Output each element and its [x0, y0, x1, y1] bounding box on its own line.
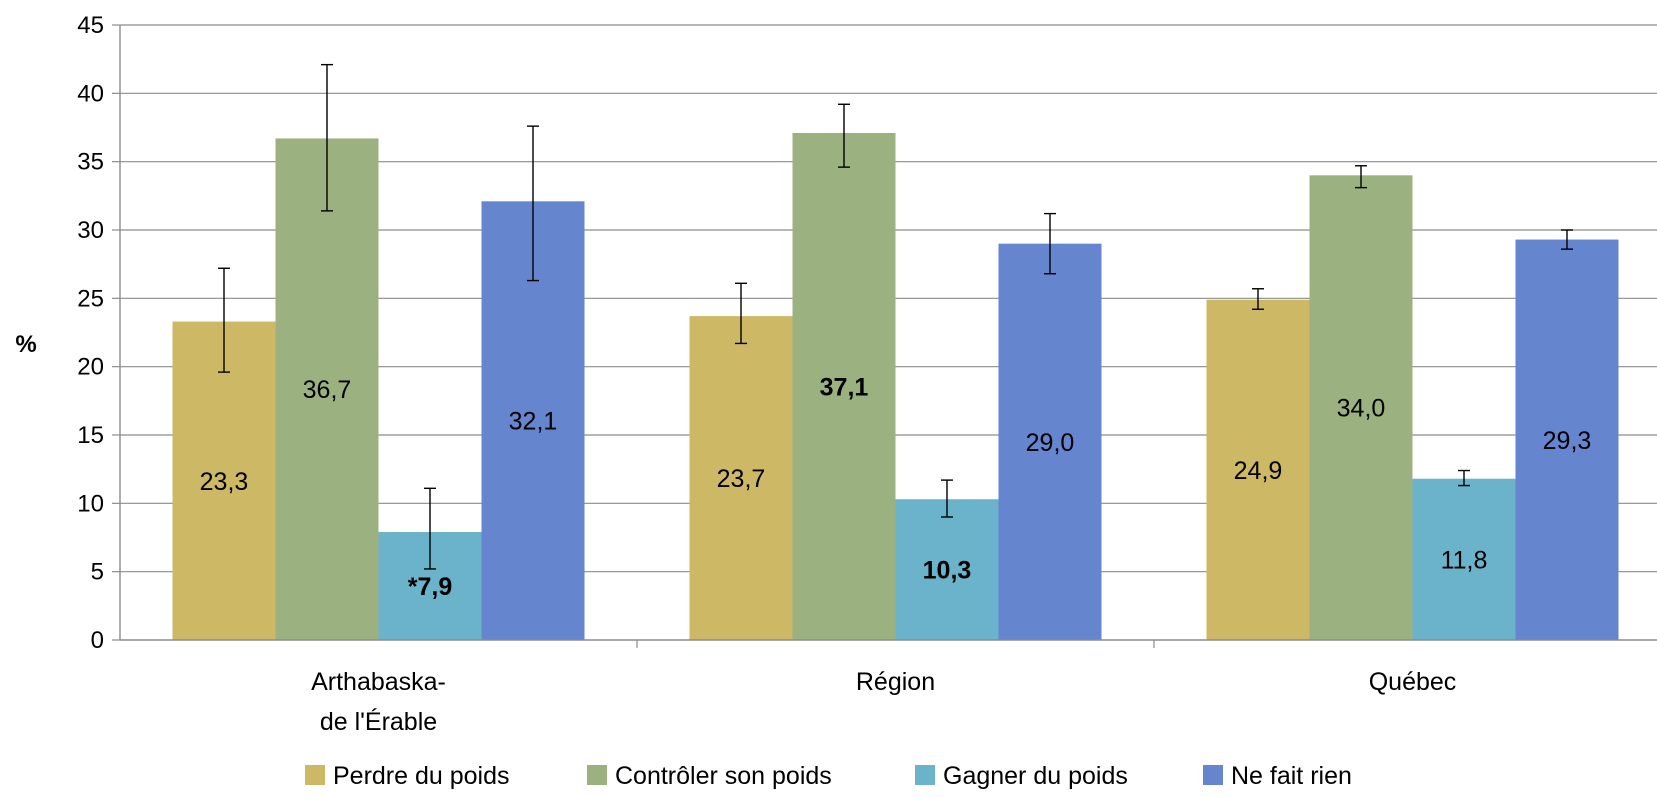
data-label: 34,0: [1337, 395, 1386, 423]
data-label: 32,1: [509, 408, 558, 436]
y-tick-label: 30: [77, 217, 104, 244]
bar: [1206, 299, 1310, 640]
data-label: 23,7: [717, 465, 766, 493]
bar: [275, 138, 379, 640]
bars: [172, 132, 1619, 641]
y-tick-label: 25: [77, 285, 104, 312]
legend: Perdre du poids Contrôler son poids Gagner…: [305, 762, 1352, 790]
data-label: 36,7: [303, 376, 352, 404]
y-tick-label: 45: [77, 12, 104, 39]
bar: [1309, 175, 1413, 641]
bar: [1412, 478, 1516, 640]
legend-swatch: [1203, 765, 1223, 785]
data-label: 11,8: [1441, 546, 1488, 574]
data-label: *7,9: [408, 573, 452, 601]
legend-swatch: [305, 765, 325, 785]
y-tick-label: 0: [91, 627, 104, 654]
y-tick-label: 20: [77, 354, 104, 381]
data-labels: 23,3 23,7 24,9 36,7 37,1 34,0 *7,9 10,3 11,8 32,1…: [200, 373, 1592, 601]
data-label: 37,1: [820, 373, 869, 401]
legend-swatch: [587, 765, 607, 785]
data-label: 29,0: [1026, 429, 1075, 457]
bar: [689, 316, 793, 640]
bar: [998, 243, 1102, 640]
data-label: 23,3: [200, 468, 249, 496]
legend-label: Perdre du poids: [333, 762, 510, 790]
axes: 0 5 10 15 20 25 30 35 40 45 Arthabaska-de l'Érable…: [77, 12, 1657, 736]
category-label: Région: [856, 668, 935, 696]
bar: [1515, 239, 1619, 641]
category-label: Québec: [1369, 668, 1457, 696]
y-tick-label: 10: [77, 490, 104, 517]
y-tick-label: 15: [77, 422, 104, 449]
category-label: de l'Érable: [320, 707, 437, 736]
y-tick-label: 40: [77, 80, 104, 107]
bar: [792, 132, 896, 640]
legend-label: Ne fait rien: [1231, 762, 1352, 790]
legend-label: Contrôler son poids: [615, 762, 832, 790]
data-label: 24,9: [1234, 457, 1283, 485]
legend-label: Gagner du poids: [943, 762, 1128, 790]
category-label: Arthabaska-: [311, 668, 446, 696]
error-bars: [218, 63, 1573, 570]
bar: [895, 499, 999, 640]
y-axis-label: %: [15, 331, 36, 358]
data-label: 29,3: [1543, 427, 1592, 455]
bar: [172, 321, 276, 640]
y-tick-label: 5: [91, 559, 104, 586]
data-label: 10,3: [923, 557, 972, 585]
legend-swatch: [915, 765, 935, 785]
y-tick-label: 35: [77, 149, 104, 176]
